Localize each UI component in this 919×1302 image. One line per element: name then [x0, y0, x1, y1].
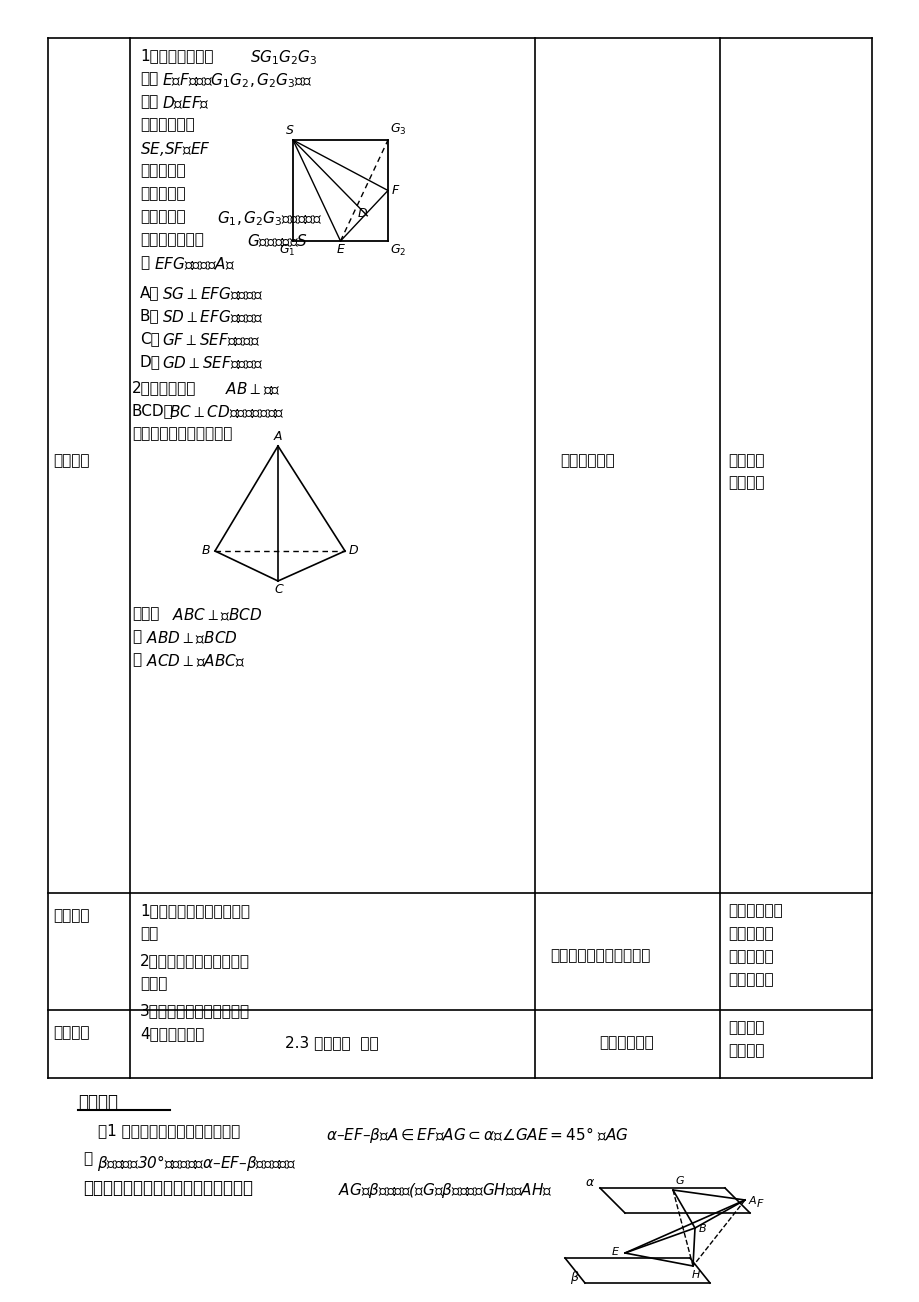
Text: $ACD\perp$面$ABC$．: $ACD\perp$面$ABC$．	[146, 652, 245, 669]
Text: 2．如图，已知: 2．如图，已知	[131, 380, 196, 395]
Text: 提升能力: 提升能力	[727, 1043, 764, 1059]
Text: 高自我整合: 高自我整合	[727, 949, 773, 963]
Text: $\beta$所成角为30°，求二面角$\alpha$–$EF$–$\beta$的平面角．: $\beta$所成角为30°，求二面角$\alpha$–$EF$–$\beta$…	[96, 1154, 296, 1173]
Text: $\alpha$–$EF$–$\beta$，$A\in EF$，$AG\subset\alpha$，$\angle GAE=45°$ 若$AG$: $\alpha$–$EF$–$\beta$，$A\in EF$，$AG\subs…	[325, 1125, 628, 1144]
Text: $C$: $C$	[274, 583, 284, 596]
Text: $A$: $A$	[273, 430, 283, 443]
Text: BCD，: BCD，	[131, 404, 174, 418]
Text: $E$，$F$分别是$G_1G_2,G_2G_3$的中: $E$，$F$分别是$G_1G_2,G_2G_3$的中	[162, 72, 312, 90]
Text: 面: 面	[131, 652, 141, 667]
Text: 3．面面垂直的判定方法．: 3．面面垂直的判定方法．	[140, 1003, 250, 1018]
Text: 回顾、反思、: 回顾、反思、	[727, 904, 782, 918]
Text: 巩固知识: 巩固知识	[727, 453, 764, 467]
Text: $G$: $G$	[675, 1174, 685, 1186]
Text: $GD\perp SEF$所在平面: $GD\perp SEF$所在平面	[162, 354, 263, 371]
Text: $SE$,$SF$及$EF$: $SE$,$SF$及$EF$	[140, 141, 210, 158]
Text: $\alpha$: $\alpha$	[584, 1177, 595, 1190]
Text: $H$: $H$	[690, 1268, 700, 1280]
Text: －: －	[140, 255, 149, 270]
Text: 【分析】首先在图形中作出有关的量，: 【分析】首先在图形中作出有关的量，	[83, 1180, 253, 1197]
Text: 1．如图，正方形: 1．如图，正方形	[140, 48, 213, 62]
Text: 法．: 法．	[140, 926, 158, 941]
Text: 答：面: 答：面	[131, 605, 159, 621]
Text: $G_1,G_2G_3$三点重合，: $G_1,G_2G_3$三点重合，	[217, 210, 322, 228]
Text: 课后作业: 课后作业	[53, 1025, 89, 1040]
Text: A．: A．	[140, 285, 159, 299]
Text: $B$: $B$	[200, 544, 210, 557]
Text: $D$: $D$	[347, 544, 358, 557]
Text: B．: B．	[140, 309, 160, 323]
Text: $G_1$: $G_1$	[278, 243, 295, 258]
Text: $S$: $S$	[285, 124, 294, 137]
Text: 例1 如图，平面角为锐角的二面角: 例1 如图，平面角为锐角的二面角	[98, 1124, 240, 1138]
Text: $BC\perp CD$，你能发现哪些: $BC\perp CD$，你能发现哪些	[169, 404, 284, 419]
Text: 随堂练习: 随堂练习	[53, 453, 89, 467]
Text: 学生总结、教师补充完善: 学生总结、教师补充完善	[550, 948, 650, 963]
Text: 重合后的点记为: 重合后的点记为	[140, 232, 204, 247]
Text: 形折成一个: 形折成一个	[140, 186, 186, 201]
Text: 范围．: 范围．	[140, 976, 167, 991]
Text: $G_3$: $G_3$	[390, 122, 406, 137]
Text: $ABC\perp$面$BCD$: $ABC\perp$面$BCD$	[172, 605, 262, 622]
Text: 2．二面角的平面角定义与: 2．二面角的平面角定义与	[140, 953, 250, 967]
Text: 点，: 点，	[140, 94, 158, 109]
Text: $A$: $A$	[747, 1194, 756, 1206]
Text: 2.3 第二课时  习案: 2.3 第二课时 习案	[285, 1035, 379, 1049]
Text: $D$: $D$	[357, 207, 368, 220]
Text: 固化知识: 固化知识	[727, 1019, 764, 1035]
Text: 归纳知训提: 归纳知训提	[727, 926, 773, 941]
Text: 知识的能力: 知识的能力	[727, 973, 773, 987]
Text: $ABD\perp$面$BCD$: $ABD\perp$面$BCD$	[146, 629, 237, 646]
Text: D．: D．	[140, 354, 161, 368]
Text: $D$是$EF$的: $D$是$EF$的	[162, 94, 210, 111]
Text: $G_2$: $G_2$	[390, 243, 406, 258]
Text: $SD\perp EFG$所在平面: $SD\perp EFG$所在平面	[162, 309, 263, 324]
Text: 提升能力: 提升能力	[727, 475, 764, 490]
Text: $EFG$中必有（A）: $EFG$中必有（A）	[153, 255, 234, 272]
Text: $E$: $E$	[610, 1245, 619, 1256]
Text: $F$: $F$	[755, 1197, 764, 1210]
Text: 面: 面	[131, 629, 141, 644]
Text: 4．转化思想．: 4．转化思想．	[140, 1026, 204, 1042]
Text: C．: C．	[140, 331, 160, 346]
Text: 学生独立完成: 学生独立完成	[599, 1035, 653, 1049]
Text: $\beta$: $\beta$	[570, 1269, 579, 1286]
Text: $AB\perp$平面: $AB\perp$平面	[225, 380, 280, 397]
Text: 归纳总结: 归纳总结	[53, 907, 89, 923]
Text: 中，: 中，	[140, 72, 158, 86]
Text: 备选例题: 备选例题	[78, 1092, 118, 1111]
Text: 1．二面角的定义画法与记: 1．二面角的定义画法与记	[140, 904, 250, 918]
Text: 与: 与	[83, 1151, 92, 1167]
Text: 中点，现在沿: 中点，现在沿	[140, 117, 195, 132]
Text: $SG_1G_2G_3$: $SG_1G_2G_3$	[250, 48, 317, 66]
Text: $F$: $F$	[391, 184, 400, 197]
Text: 学生独立完成: 学生独立完成	[560, 453, 614, 467]
Text: 平面互相垂直，为什么？: 平面互相垂直，为什么？	[131, 426, 233, 441]
Text: $SG\perp EFG$所在平面: $SG\perp EFG$所在平面	[162, 285, 263, 302]
Text: $AG$与$\beta$所成的角(过$G$到$\beta$的垂线段$GH$，连$AH$，: $AG$与$\beta$所成的角(过$G$到$\beta$的垂线段$GH$，连$…	[337, 1181, 552, 1200]
Text: 四面体，使: 四面体，使	[140, 210, 186, 224]
Text: 把这个正方: 把这个正方	[140, 163, 186, 178]
Text: $G$则在四面体$S$: $G$则在四面体$S$	[246, 232, 308, 249]
Text: $GF\perp SEF$所在平面: $GF\perp SEF$所在平面	[162, 331, 260, 348]
Text: $E$: $E$	[336, 243, 346, 256]
Text: $B$: $B$	[698, 1223, 706, 1234]
